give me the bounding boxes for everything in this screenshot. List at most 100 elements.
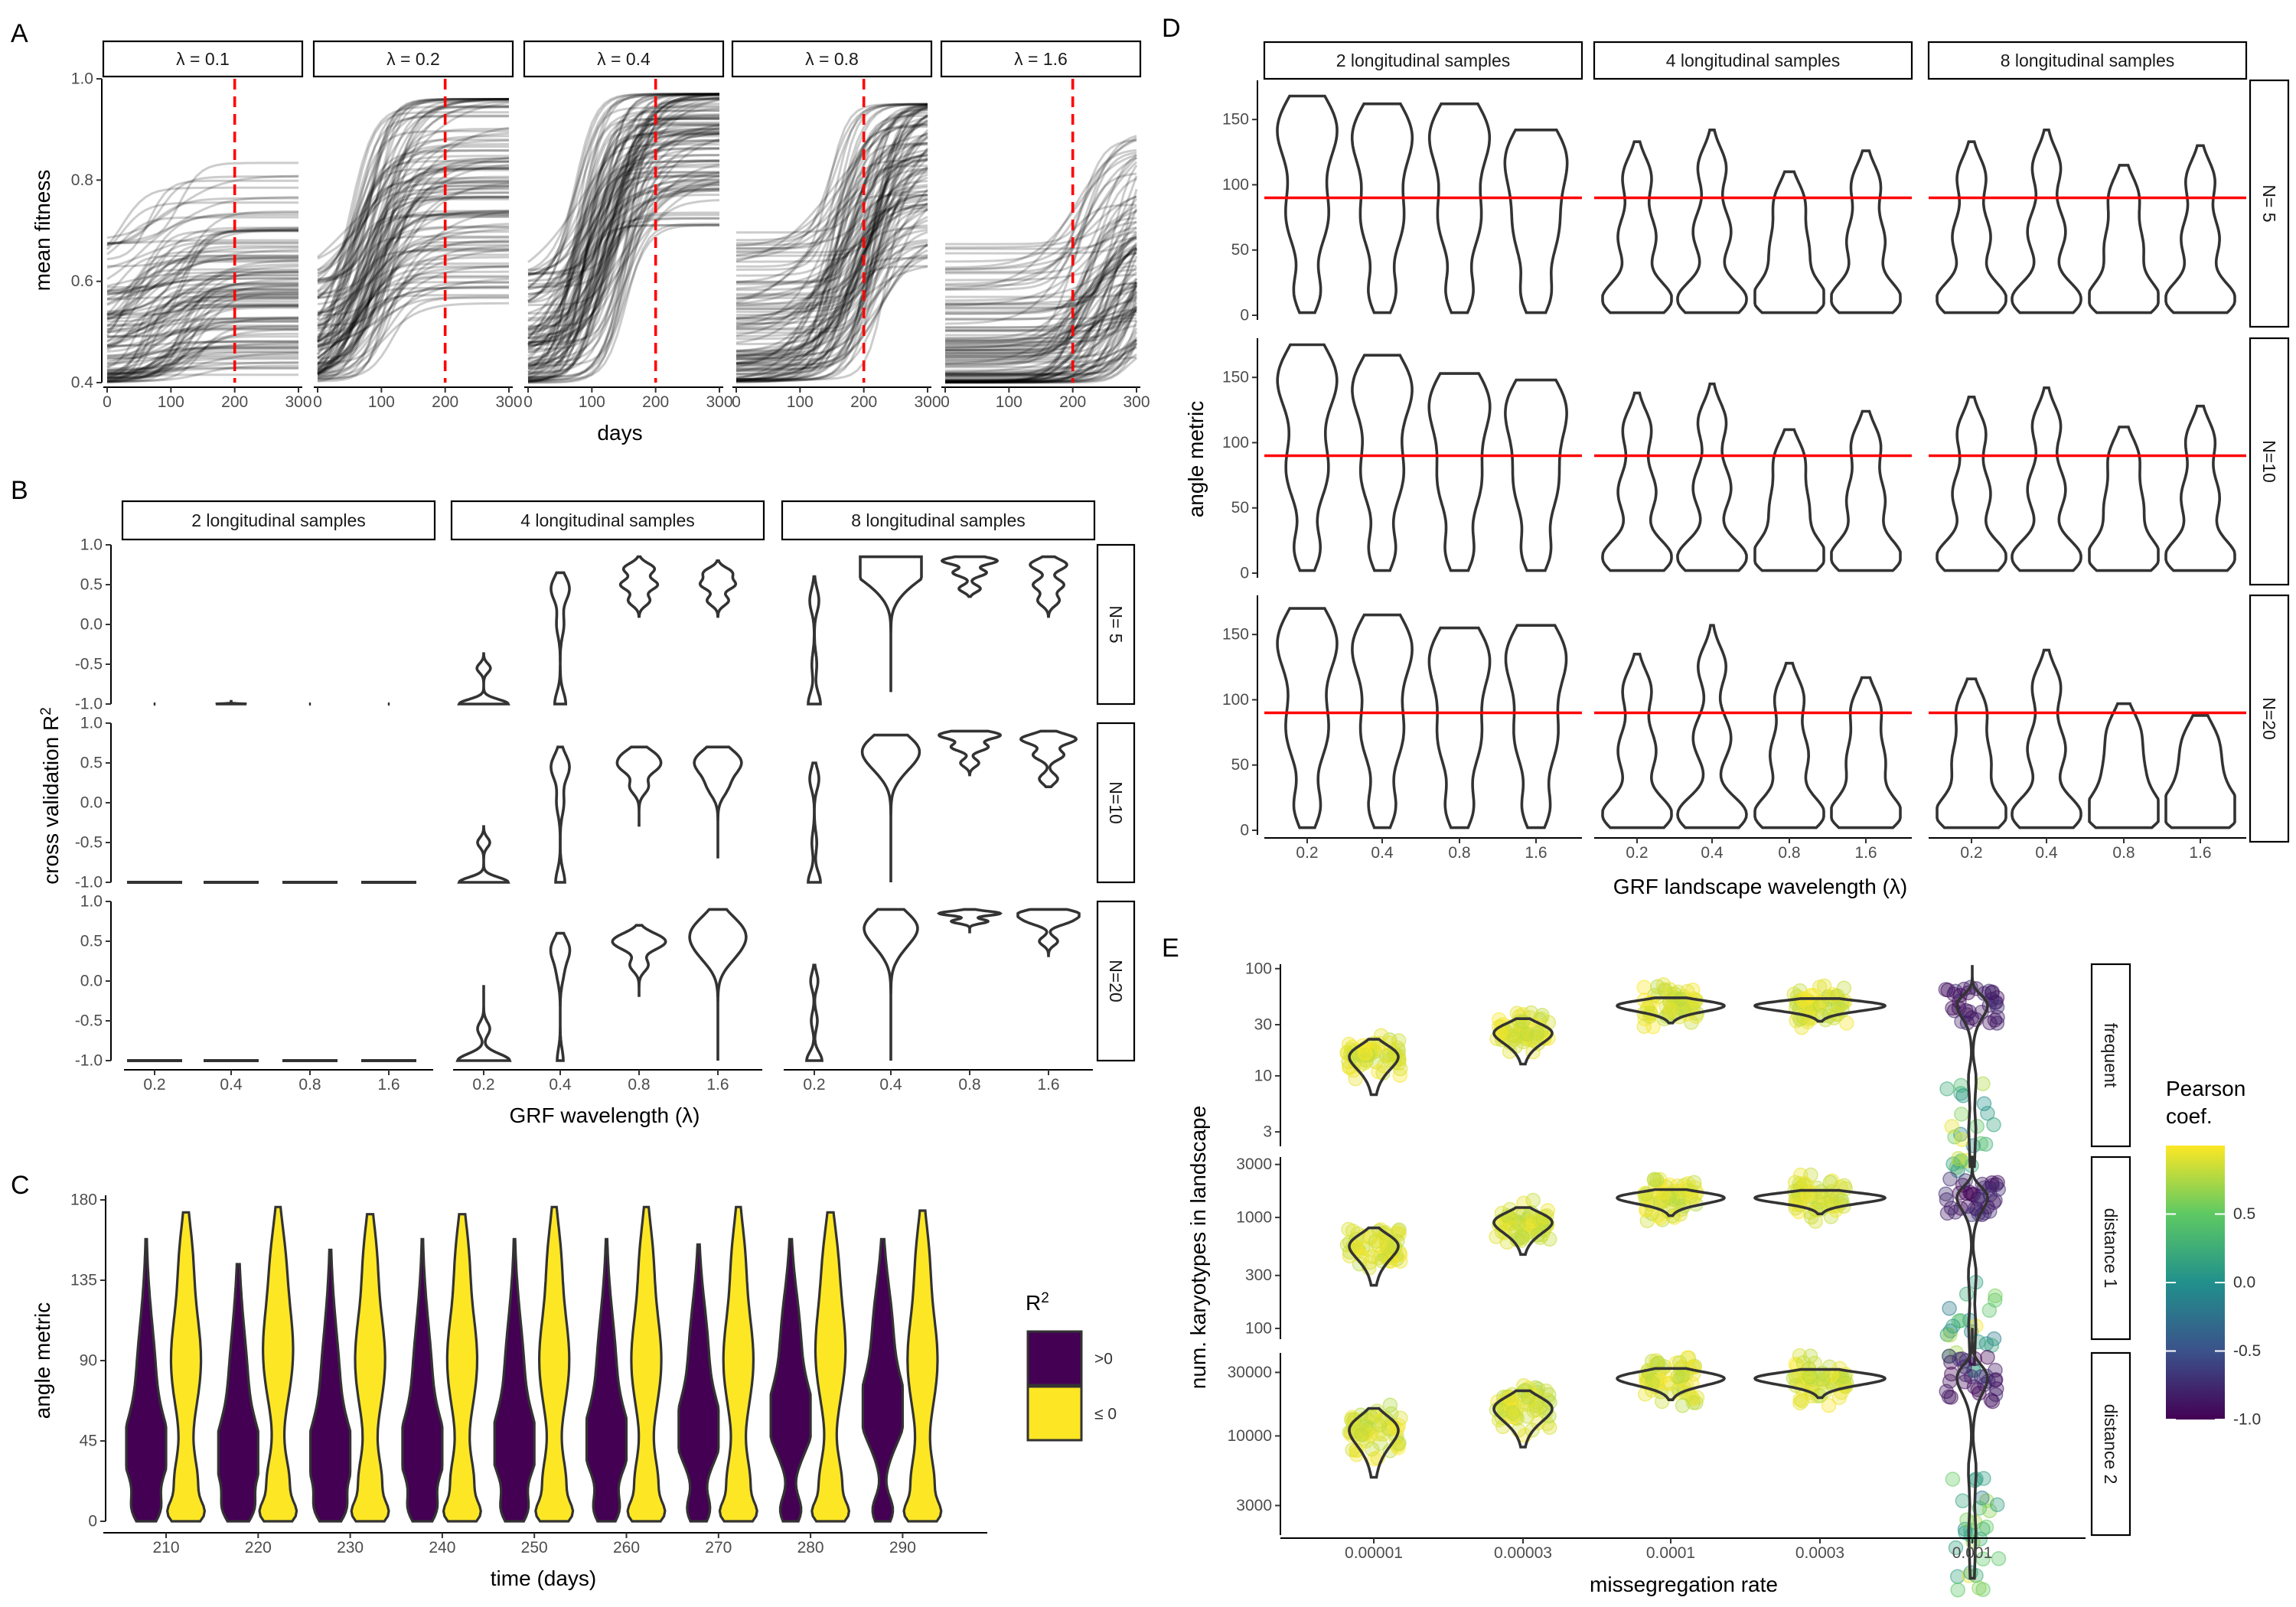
b-violin (1016, 908, 1081, 957)
e-point (1978, 1136, 1994, 1152)
a-trajectory-line (317, 239, 510, 363)
a-trajectory-line (944, 161, 1138, 271)
d-row-strip-box (2249, 594, 2290, 843)
a-trajectory-line (945, 188, 1138, 306)
a-trajectory-line (527, 139, 720, 340)
d-x-title: GRF landscape wavelength (λ) (1613, 875, 1907, 898)
c-violin (309, 1248, 352, 1523)
a-trajectory-line (527, 131, 719, 304)
b-violin (863, 908, 919, 1061)
a-trajectory-line (317, 145, 509, 350)
c-x-axis-tick-label: 230 (337, 1539, 364, 1556)
e-point (1966, 1379, 1982, 1394)
d-violin (1427, 372, 1492, 572)
a-trajectory-line (317, 265, 509, 342)
b-row-strip-label: N=10 (1106, 781, 1126, 824)
a-trajectory-line (736, 106, 928, 257)
e-point (1952, 987, 1968, 1003)
a-strip-box (102, 40, 304, 78)
b-row-strip-box (1096, 543, 1136, 706)
d-y-axis-tick-label: 150 (1222, 626, 1249, 644)
a-trajectory-line (528, 117, 719, 350)
e-point (1990, 1009, 2005, 1025)
a-trajectory-line (106, 287, 298, 380)
a-trajectory-line (527, 123, 719, 375)
a-trajectory-line (316, 143, 509, 342)
d-col-strip-label: 2 longitudinal samples (1336, 51, 1511, 70)
a-trajectory-line (945, 172, 1137, 343)
a-trajectory-line (317, 98, 510, 285)
a-trajectory-line (106, 241, 298, 292)
a-trajectory-line (735, 119, 928, 369)
d-col-strip-box (1593, 41, 1913, 80)
a-trajectory-line (106, 305, 298, 357)
e-y-axis-tick-label: 100 (1245, 1319, 1272, 1337)
e-violin (1616, 996, 1726, 1025)
panel-letter: E (1162, 934, 1179, 963)
a-trajectory-line (106, 273, 298, 295)
a-x-axis-tick-label: 100 (787, 393, 814, 411)
d-y-title: angle metric (1184, 401, 1208, 518)
a-trajectory-line (317, 249, 509, 375)
e-point (1953, 1152, 1969, 1169)
a-trajectory-line (945, 226, 1137, 367)
b-y-axis-tick-label: 1.0 (80, 536, 103, 554)
b-y-title-superscript: 2 (38, 707, 54, 715)
a-trajectory-line (316, 99, 509, 325)
b-violin (1019, 729, 1078, 788)
a-trajectory-line (945, 195, 1137, 355)
e-point (1519, 1026, 1534, 1042)
a-trajectory-line (317, 213, 509, 328)
a-trajectory-line (106, 373, 298, 380)
panel-letter: A (11, 19, 28, 48)
a-trajectory-line (106, 328, 299, 379)
e-point (1944, 1119, 1960, 1134)
d-row-strip-label: N= 5 (2259, 184, 2279, 222)
b-x-axis-tick-label: 0.4 (220, 1076, 243, 1094)
a-trajectory-line (527, 189, 720, 330)
a-trajectory-line (317, 98, 509, 315)
d-violin (1427, 102, 1492, 315)
a-trajectory-line (317, 195, 509, 375)
a-trajectory-line (945, 266, 1138, 342)
e-point (1371, 1417, 1388, 1433)
e-legend-title-line1: Pearson (2166, 1077, 2245, 1100)
d-violin (1676, 624, 1748, 830)
a-trajectory-line (736, 104, 928, 283)
a-trajectory-line (527, 180, 720, 349)
a-trajectory-line (106, 161, 298, 245)
a-trajectory-line (945, 299, 1137, 362)
a-trajectory-line (317, 228, 510, 360)
a-trajectory-line (106, 285, 299, 347)
a-trajectory-line (528, 223, 720, 384)
a-trajectory-line (317, 175, 510, 365)
a-trajectory-line (527, 132, 719, 322)
a-trajectory-line (527, 127, 719, 375)
e-violin (1955, 965, 1989, 1169)
e-points (1339, 977, 2005, 1178)
d-y-axis-tick-label: 100 (1222, 691, 1249, 709)
a-trajectories (316, 98, 510, 383)
b-violin (698, 559, 738, 618)
c-violin (401, 1237, 444, 1523)
a-trajectory-line (106, 277, 298, 306)
b-y-axis-tick-label: 0.5 (80, 576, 103, 594)
b-y-axis-tick-label: 0.0 (80, 973, 103, 990)
e-point (1528, 1402, 1544, 1417)
a-trajectory-line (736, 241, 928, 357)
c-violin (350, 1213, 390, 1523)
d-violin (1601, 653, 1673, 830)
a-trajectory-line (106, 269, 299, 360)
a-trajectory-line (945, 249, 1137, 345)
e-point (1503, 1220, 1519, 1236)
a-trajectory-line (528, 132, 720, 346)
a-trajectory-line (945, 291, 1138, 376)
panel-b: B 2 longitudinal samples 4 longitudinal sa… (11, 476, 1136, 1127)
d-violin (1676, 382, 1748, 572)
a-trajectory-line (944, 282, 1137, 383)
e-point (1948, 1540, 1964, 1556)
a-trajectory-line (945, 356, 1137, 384)
a-trajectory-line (736, 227, 928, 380)
e-row-strip-box (2090, 963, 2131, 1148)
e-point (1391, 1440, 1406, 1455)
